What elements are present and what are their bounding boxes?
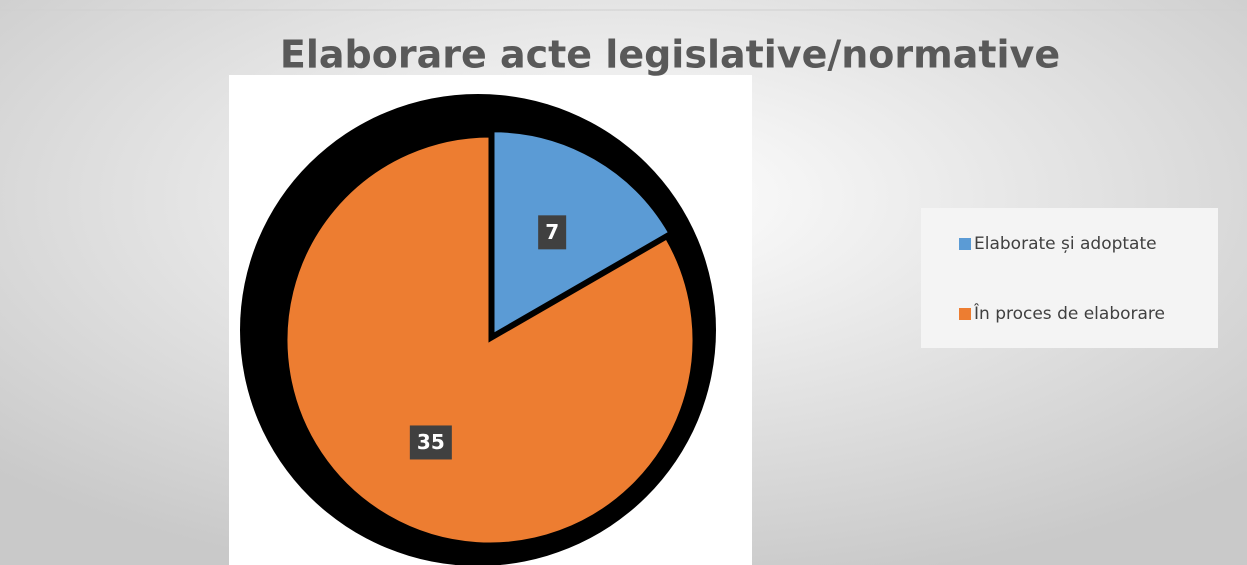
legend-swatch (959, 308, 971, 320)
legend-swatch (959, 238, 971, 250)
legend-label: În proces de elaborare (973, 302, 1165, 324)
data-label: 7 (545, 220, 559, 244)
data-label: 35 (417, 430, 445, 454)
pie-slice (491, 129, 672, 338)
chart-title: Elaborare acte legislative/normative (280, 33, 1060, 77)
pie-slice (284, 134, 696, 546)
data-label-box (409, 425, 452, 460)
data-label-box (538, 215, 567, 250)
legend-label: Elaborate și adoptate (974, 234, 1157, 254)
legend (921, 208, 1218, 348)
